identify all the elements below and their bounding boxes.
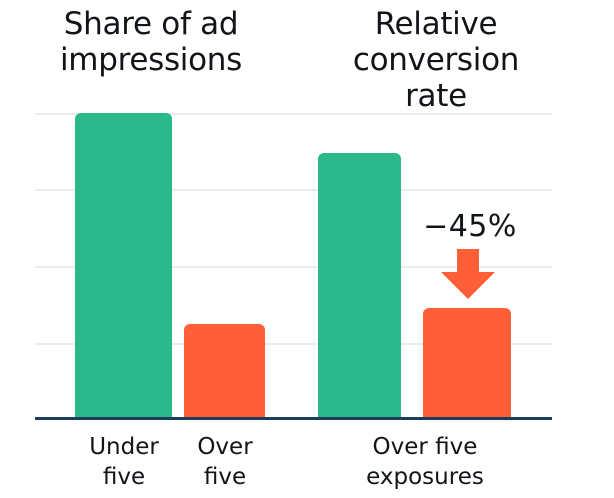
label-over-five: Over five (197, 434, 253, 490)
chart-title-impressions: Share of ad impressions (59, 6, 242, 78)
gridline (35, 266, 552, 268)
x-axis-line (35, 417, 552, 420)
bar-impressions-under-five (75, 113, 172, 418)
label-under-five: Under five (89, 434, 159, 490)
bar-impressions-over-five (184, 324, 265, 418)
gridline (35, 189, 552, 191)
bar-conversion-under-five (318, 153, 401, 418)
gridline (35, 113, 552, 115)
down-arrow-icon (441, 249, 495, 299)
label-over-five-exposures: Over five exposures (366, 434, 484, 490)
chart-title-conversion: Relative conversion rate (352, 6, 520, 114)
change-annotation: −45% (423, 209, 517, 244)
gridline (35, 343, 552, 345)
bar-conversion-over-five (423, 308, 511, 418)
